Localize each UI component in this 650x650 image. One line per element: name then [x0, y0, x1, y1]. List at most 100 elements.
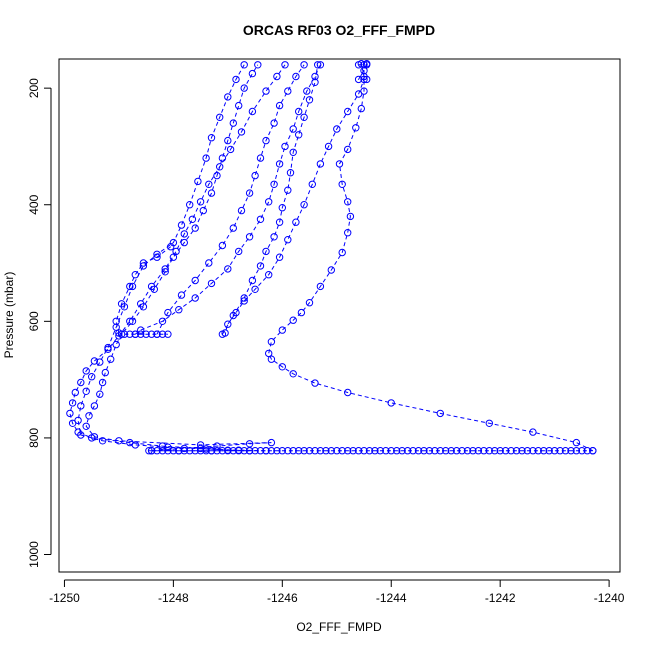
data-point	[436, 447, 444, 455]
data-point	[333, 447, 341, 455]
data-point	[205, 259, 213, 267]
data-point	[96, 390, 104, 398]
data-point	[251, 285, 259, 293]
data-point	[507, 447, 515, 455]
data-point	[164, 308, 172, 317]
data-point	[316, 61, 325, 69]
y-axis: 200 400 600 800 1000	[27, 78, 52, 568]
data-point	[77, 431, 85, 439]
data-point	[256, 262, 265, 270]
data-point	[360, 75, 368, 84]
data-point	[68, 419, 77, 427]
data-point	[289, 370, 297, 378]
series-4	[131, 61, 325, 338]
y-tick-label: 200	[27, 78, 41, 98]
data-point	[311, 379, 319, 387]
plot-area	[58, 58, 621, 573]
data-point	[360, 67, 368, 75]
data-point	[235, 101, 243, 110]
data-point	[349, 447, 357, 455]
data-point	[218, 241, 227, 250]
data-point	[270, 180, 278, 189]
data-point	[256, 154, 265, 162]
data-point	[316, 160, 325, 168]
data-point	[344, 145, 352, 154]
data-point	[82, 387, 90, 395]
data-point	[360, 61, 368, 69]
data-point	[485, 447, 493, 455]
data-point	[501, 447, 510, 455]
data-point	[278, 204, 286, 212]
data-point	[292, 218, 300, 226]
data-point	[88, 373, 96, 381]
data-point	[153, 447, 161, 455]
data-point	[324, 142, 333, 151]
data-point	[485, 419, 493, 427]
data-point	[120, 330, 129, 338]
data-point	[248, 69, 257, 78]
data-point	[180, 447, 189, 455]
data-point	[534, 447, 542, 455]
data-point	[295, 447, 303, 455]
data-point	[164, 330, 172, 338]
data-point	[363, 75, 371, 84]
data-point	[213, 447, 221, 455]
data-point	[431, 447, 439, 455]
data-point	[270, 233, 278, 241]
series-layer	[66, 60, 597, 455]
data-point	[98, 437, 107, 445]
data-point	[240, 61, 248, 69]
data-point	[561, 447, 570, 455]
data-point	[275, 253, 284, 261]
data-point	[175, 447, 183, 455]
x-tick-label: -1248	[158, 591, 189, 605]
data-point	[205, 180, 213, 189]
data-point	[98, 378, 107, 387]
data-point	[474, 447, 483, 455]
data-point	[295, 107, 303, 116]
data-point	[191, 447, 199, 455]
x-tick-label: -1250	[49, 591, 80, 605]
data-point	[251, 447, 259, 455]
data-point	[322, 447, 330, 455]
data-point	[164, 443, 172, 451]
data-point	[186, 201, 194, 209]
data-point	[180, 230, 189, 238]
data-point	[529, 447, 537, 455]
series-11	[120, 330, 172, 338]
data-point	[240, 447, 248, 455]
data-point	[74, 416, 82, 425]
data-point	[77, 378, 85, 387]
data-point	[245, 447, 254, 455]
data-point	[425, 447, 434, 455]
series-9	[112, 243, 175, 337]
data-point	[338, 248, 346, 257]
data-point	[131, 441, 140, 449]
data-point	[229, 447, 238, 455]
data-point	[583, 447, 591, 455]
data-point	[512, 447, 521, 455]
data-point	[66, 409, 74, 418]
data-point	[126, 330, 134, 338]
data-point	[90, 357, 99, 365]
data-point	[327, 266, 335, 274]
data-point	[311, 447, 319, 455]
y-tick-label: 1000	[27, 541, 41, 568]
data-point	[115, 437, 123, 445]
data-point	[177, 291, 186, 299]
data-point	[235, 447, 243, 455]
data-point	[218, 154, 227, 162]
data-point	[545, 447, 553, 455]
data-point	[303, 87, 311, 95]
data-point	[256, 447, 265, 455]
data-point	[275, 160, 284, 168]
data-point	[207, 447, 216, 455]
data-point	[496, 447, 504, 455]
data-point	[265, 271, 273, 279]
data-point	[175, 306, 183, 314]
data-point	[147, 447, 156, 455]
data-point	[194, 177, 202, 186]
data-point	[387, 447, 395, 455]
data-point	[142, 330, 150, 338]
data-point	[275, 218, 284, 226]
